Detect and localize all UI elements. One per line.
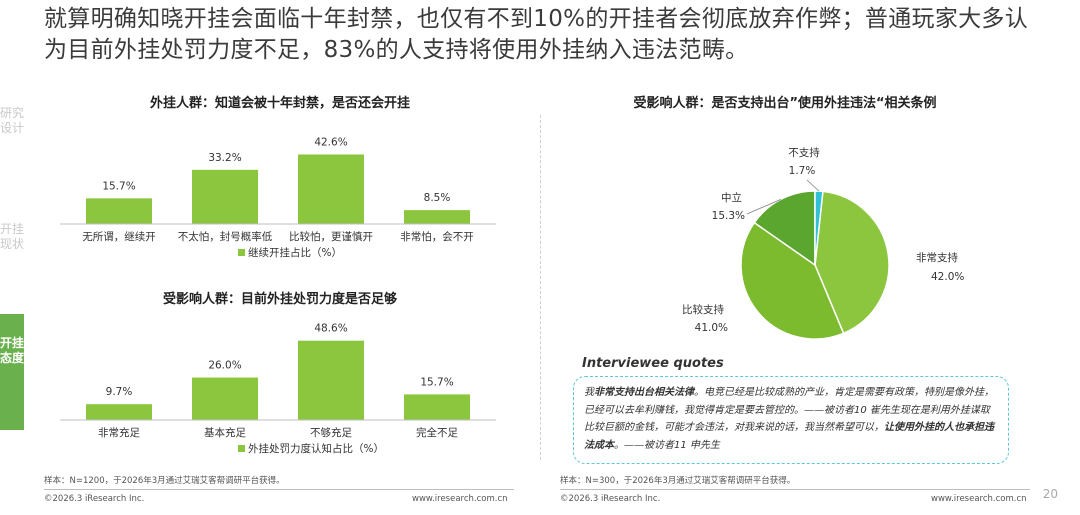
bar-value-label-1: 33.2%	[208, 152, 241, 164]
footer-rule-left	[44, 489, 514, 490]
pie-slice-0	[814, 190, 890, 335]
pie-value-label-1: 41.0%	[695, 322, 728, 334]
bar-value-label-3: 8.5%	[424, 192, 451, 204]
bar-value-label-0: 15.7%	[102, 180, 135, 192]
legend-swatch	[238, 249, 245, 256]
nav-item-cheat-attitude[interactable]: 开挂态度	[0, 314, 24, 430]
legend-swatch	[238, 445, 245, 452]
sample-note-left: 样本：N=1200，于2026年3月通过艾瑞艾客帮调研平台获得。	[44, 476, 285, 486]
pie-slice-1	[740, 221, 845, 340]
column-divider	[540, 115, 541, 460]
quote-1-post: 。电竞已经是比较成熟的产业，肯定是需要有政策，特别是像外挂，已经可以去牟利赚钱，…	[584, 387, 994, 416]
category-label-2: 比较怕，更谨慎开	[289, 230, 373, 243]
category-label-1: 基本充足	[204, 426, 246, 439]
leader-line-2	[746, 199, 781, 215]
bar-0	[86, 198, 152, 224]
bar-value-label-0: 9.7%	[106, 386, 133, 398]
category-label-1: 不太怕，封号概率低	[178, 230, 273, 243]
pie-value-label-0: 42.0%	[931, 271, 964, 283]
pie-label-1: 比较支持	[682, 303, 724, 316]
pie-slice-2	[753, 190, 816, 267]
bar-value-label-3: 15.7%	[420, 376, 453, 388]
page-headline: 就算明确知晓开挂会面临十年封禁，也仅有不到10%的开挂者会彻底放弃作弊；普通玩家…	[44, 6, 1029, 63]
leader-line-3	[806, 179, 820, 192]
chart2-bar-chart: 9.7% 非常充足 26.0% 基本充足 48.6% 不够充足 15.7% 完全不足外挂处罚力…	[60, 323, 496, 455]
category-label-3: 完全不足	[416, 426, 458, 439]
legend-label: 外挂处罚力度认知占比（%）	[248, 442, 384, 455]
nav-label: 开挂态度	[0, 336, 25, 365]
quote-2-pre: 现在是利用外挂谋取比较巨额的金钱，可能才会违法，对我来说的话，我当然希望可以，	[584, 404, 990, 434]
chart3-pie-chart: 非常支持 42.0% 比较支持 41.0% 中立 15.3% 不支持 1.7%	[682, 146, 964, 340]
bar-value-label-1: 26.0%	[208, 360, 241, 372]
sample-note-right: 样本：N=300，于2026年3月通过艾瑞艾客帮调研平台获得。	[560, 476, 796, 486]
bar-1	[192, 377, 258, 420]
category-label-2: 不够充足	[310, 426, 352, 439]
bar-0	[86, 404, 152, 420]
quote-2-post: 。——被访者11 申先生	[614, 439, 720, 451]
quotes-box: 我非常支持出台相关法律。电竞已经是比较成熟的产业，肯定是需要有政策，特别是像外挂…	[573, 376, 1009, 464]
pie-label-2: 中立	[721, 191, 742, 204]
pie-label-3: 不支持	[788, 146, 820, 159]
chart3-title: 受影响人群：是否支持出台”使用外挂违法“相关条例	[633, 96, 937, 111]
chart1-bar-chart: 15.7% 无所谓，继续开 33.2% 不太怕，封号概率低 42.6% 比较怕，更谨慎开 8…	[60, 136, 496, 259]
quotes-title: Interviewee quotes	[582, 356, 724, 371]
category-label-0: 非常充足	[98, 426, 140, 439]
legend-label: 继续开挂占比（%）	[248, 246, 342, 259]
nav-item-cheat-status[interactable]: 开挂现状	[0, 222, 24, 252]
bar-value-label-2: 42.6%	[314, 136, 347, 148]
nav-label: 研究设计	[0, 106, 25, 135]
footer-url-right[interactable]: www.iresearch.com.cn	[931, 494, 1027, 504]
footer-url-left[interactable]: www.iresearch.com.cn	[412, 494, 508, 504]
chart2-title: 受影响人群：目前外挂处罚力度是否足够	[162, 292, 397, 307]
bar-2	[298, 154, 364, 224]
pie-value-label-2: 15.3%	[712, 210, 745, 222]
page-number: 20	[1042, 487, 1058, 501]
chart1-title: 外挂人群：知道会被十年封禁，是否还会开挂	[149, 96, 410, 111]
footer-copyright-right: ©2026.3 iResearch Inc.	[560, 494, 661, 504]
footer-copyright-left: ©2026.3 iResearch Inc.	[44, 494, 145, 504]
category-label-0: 无所谓，继续开	[82, 230, 156, 243]
bar-3	[404, 394, 470, 420]
quote-1-emphasis: 非常支持出台相关法律	[594, 387, 694, 398]
footer-rule-right	[560, 489, 1030, 490]
quote-1-pre: 我	[584, 387, 594, 398]
quote-text: 我非常支持出台相关法律。电竞已经是比较成熟的产业，肯定是需要有政策，特别是像外挂…	[584, 384, 998, 454]
category-label-3: 非常怕，会不开	[400, 230, 474, 243]
bar-value-label-2: 48.6%	[314, 323, 347, 335]
nav-item-research-design[interactable]: 研究设计	[0, 106, 24, 136]
pie-value-label-3: 1.7%	[789, 165, 816, 177]
bar-3	[404, 210, 470, 224]
quote-2-emphasis: 让使用外挂的人也承担违法成本	[584, 422, 994, 451]
pie-label-0: 非常支持	[916, 251, 958, 264]
bar-2	[298, 340, 364, 420]
nav-label: 开挂现状	[0, 222, 25, 251]
bar-1	[192, 169, 258, 224]
